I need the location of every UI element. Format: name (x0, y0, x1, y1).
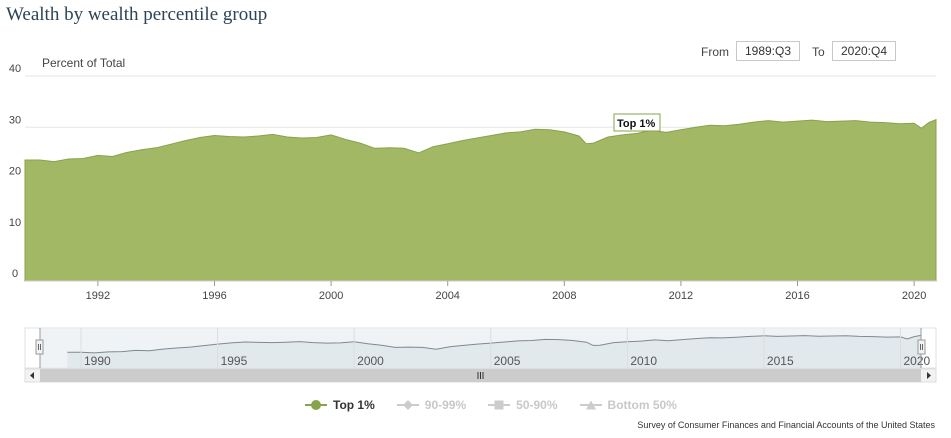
scroll-left-arrow-icon[interactable] (30, 372, 34, 379)
navigator-handle-right[interactable] (917, 339, 926, 355)
x-tick-label: 2000 (319, 290, 343, 302)
legend-item[interactable]: 90-99% (396, 398, 467, 412)
y-tick-label: 0 (12, 268, 18, 280)
y-tick-label: 10 (9, 217, 21, 229)
circle-icon (305, 399, 327, 411)
x-tick-label: 2012 (669, 290, 693, 302)
legend-item[interactable]: 50-90% (488, 398, 558, 412)
area-top-1pct[interactable] (24, 118, 937, 282)
tooltip: Top 1% (613, 113, 661, 132)
navigator[interactable]: 1990 1995 2000 2005 2010 2015 2020 (24, 327, 937, 369)
navigator-tick-label: 2005 (494, 354, 521, 368)
diamond-icon (396, 399, 419, 411)
square-icon (488, 399, 511, 411)
range-from-input[interactable]: 1989:Q3 (736, 41, 800, 61)
navigator-tick-label: 2015 (767, 354, 794, 368)
legend-label: Top 1% (333, 398, 375, 412)
legend: Top 1% 90-99% 50-90% Bottom 50% (305, 398, 677, 412)
triangle-icon (579, 399, 602, 411)
legend-label: 50-90% (516, 398, 558, 412)
y-tick-label: 30 (9, 114, 21, 126)
navigator-tick-label: 1995 (221, 354, 248, 368)
x-tick-label: 2004 (435, 290, 459, 302)
y-tick-label: 40 (9, 63, 21, 75)
y-axis-title: Percent of Total (42, 56, 125, 70)
x-tick-label: 2020 (902, 290, 926, 302)
scrollbar[interactable] (24, 368, 937, 383)
x-tick-label: 1992 (86, 290, 110, 302)
legend-item[interactable]: Top 1% (305, 398, 375, 412)
range-to-label: To (812, 45, 825, 59)
x-tick-label: 2008 (552, 290, 576, 302)
legend-item[interactable]: Bottom 50% (579, 398, 677, 412)
navigator-tick-label: 2010 (630, 354, 657, 368)
y-tick-label: 20 (9, 166, 21, 178)
source-note: Survey of Consumer Finances and Financia… (637, 420, 935, 430)
scroll-right-arrow-icon[interactable] (927, 372, 931, 379)
range-to-input[interactable]: 2020:Q4 (832, 41, 896, 61)
navigator-tick-label: 2020 (904, 354, 931, 368)
chart-title: Wealth by wealth percentile group (6, 4, 268, 25)
legend-label: Bottom 50% (607, 398, 677, 412)
x-tick-label: 1996 (202, 290, 226, 302)
tooltip-label: Top 1% (617, 118, 656, 130)
range-from-label: From (701, 45, 729, 59)
navigator-tick-label: 1990 (84, 354, 111, 368)
x-tick-label: 2016 (785, 290, 809, 302)
navigator-handle-left[interactable] (35, 339, 44, 355)
navigator-tick-label: 2000 (357, 354, 384, 368)
legend-label: 90-99% (424, 398, 467, 412)
